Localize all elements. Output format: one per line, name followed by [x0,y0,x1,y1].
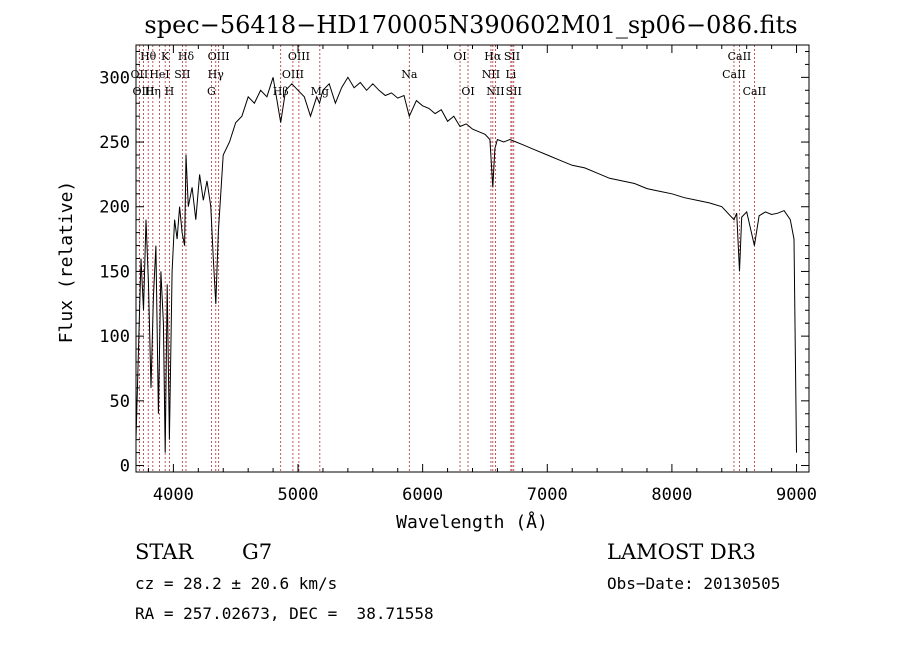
line-label: NII [486,85,504,98]
line-label: Hα [484,50,502,63]
line-label: Hθ [140,50,157,63]
survey-name: LAMOST DR3 [607,540,756,564]
line-label: OIII [208,50,230,63]
y-tick-label: 0 [120,457,130,477]
redshift-cz: cz = 28.2 ± 20.6 km/s [135,574,338,593]
line-label: OI [453,50,466,63]
line-label: Hβ [273,85,289,98]
object-class: STAR [135,540,194,564]
line-label: SII [506,85,522,98]
line-label: CaII [728,50,752,63]
x-tick-label: 4000 [153,485,194,505]
plot-frame [135,44,810,473]
line-label: CaII [743,85,767,98]
x-tick-label: 9000 [776,485,817,505]
line-label: OII [131,68,149,81]
x-tick-label: 7000 [527,485,568,505]
x-tick-label: 6000 [402,485,443,505]
y-tick-label: 300 [99,68,130,88]
subclass: G7 [242,540,273,564]
line-label: OI [461,85,474,98]
line-label: Hγ [208,68,225,81]
line-label: CaII [722,68,746,81]
line-label: Na [401,68,418,81]
line-label: OIII [282,68,304,81]
x-tick-label: 5000 [278,485,319,505]
y-axis-label: Flux (relative) [56,181,77,344]
line-label: OIII [132,85,154,98]
x-axis-label: Wavelength (Å) [396,511,548,533]
line-label: Mg [311,85,329,98]
line-label: NII [482,68,500,81]
line-label: H [165,85,175,98]
line-label: Li [505,68,516,81]
x-tick-label: 8000 [651,485,692,505]
axis-ticks: 4000 5000 6000 7000 8000 9000 0 50 100 150 200 250 3… [99,45,817,505]
y-tick-label: 100 [99,327,130,347]
line-label: Hη [145,85,161,98]
spectrum-line [135,76,797,453]
coordinates: RA = 257.02673, DEC = 38.71558 [135,604,434,623]
y-tick-label: 50 [110,392,130,412]
y-tick-label: 200 [99,198,130,218]
line-label: SII [504,50,520,63]
line-label: G [207,85,216,98]
y-tick-label: 150 [99,262,130,282]
line-label: SII [174,68,190,81]
line-label: K [161,50,170,63]
obs-date: Obs−Date: 20130505 [607,574,781,593]
chart-title: spec−56418−HD170005N390602M01_sp06−086.f… [144,11,797,39]
y-tick-label: 250 [99,133,130,153]
line-label: HeI [149,68,169,81]
line-label: OIII [288,50,310,63]
line-label: Hδ [178,50,195,63]
spectral-line-markers [138,45,755,472]
